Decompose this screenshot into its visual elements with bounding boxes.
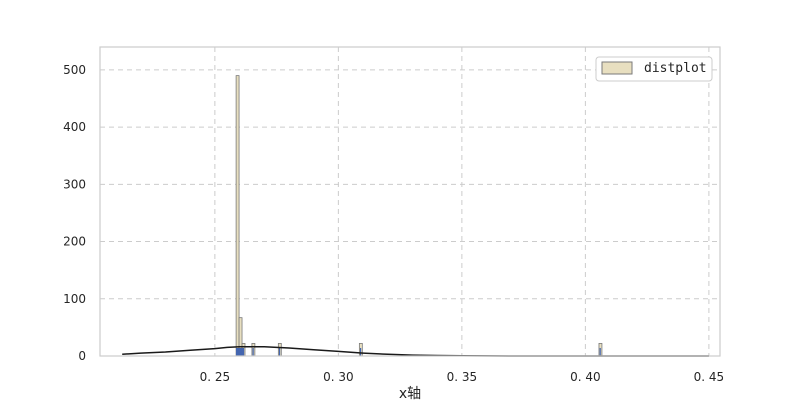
y-tick-label-2: 200 — [63, 235, 86, 249]
y-tick-label-0: 0 — [78, 349, 86, 363]
histogram-bar-0 — [235, 75, 240, 357]
plot-frame — [99, 46, 721, 357]
x-axis-title: x轴 — [399, 386, 421, 400]
y-tick-label-4: 400 — [63, 120, 86, 134]
y-tick-label-3: 300 — [63, 177, 86, 191]
legend: distplot — [595, 56, 713, 82]
legend-swatch — [601, 61, 633, 75]
y-tick-labels: 0 100 200 300 400 500 — [63, 63, 86, 363]
y-tick-label-1: 100 — [63, 292, 86, 306]
x-tick-label-0: 0. 25 — [200, 370, 231, 384]
x-tick-label-1: 0. 30 — [323, 370, 354, 384]
y-tick-label-5: 500 — [63, 63, 86, 77]
legend-label: distplot — [644, 61, 707, 76]
x-tick-label-3: 0. 40 — [570, 370, 601, 384]
x-tick-labels: 0. 25 0. 30 0. 35 0. 40 0. 45 — [200, 370, 725, 384]
rug-marks — [235, 348, 601, 356]
x-tick-label-2: 0. 35 — [447, 370, 478, 384]
x-tick-label-4: 0. 45 — [694, 370, 725, 384]
